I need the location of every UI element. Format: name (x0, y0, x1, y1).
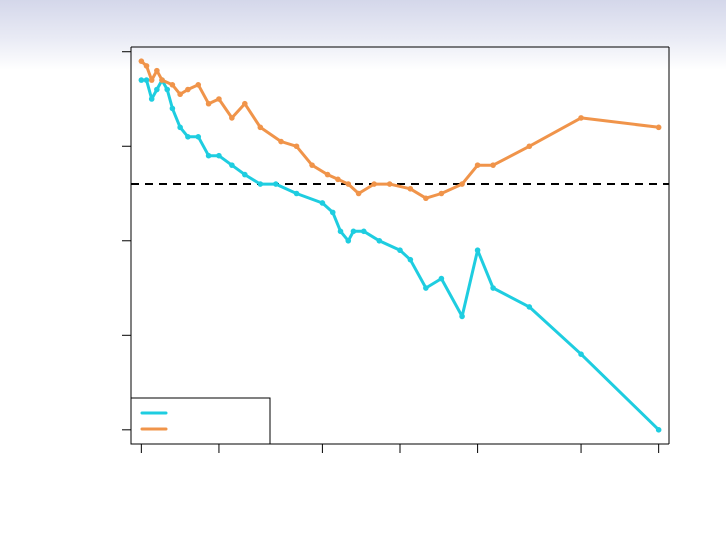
legend-box (130, 397, 271, 445)
data-point (423, 195, 429, 202)
data-point (490, 162, 496, 168)
data-point (273, 181, 279, 187)
data-point (578, 351, 584, 358)
data-point (438, 275, 445, 282)
data-point (397, 247, 403, 254)
data-point (177, 91, 183, 98)
data-point (242, 100, 248, 107)
series-1 (138, 77, 662, 433)
data-point (474, 162, 481, 168)
series-2-line (139, 59, 661, 200)
data-point (185, 86, 191, 93)
data-point (164, 86, 171, 93)
data-point (257, 181, 264, 187)
data-point (438, 190, 445, 197)
data-point (242, 171, 248, 178)
data-point (138, 77, 145, 83)
data-point (345, 237, 352, 244)
data-point (407, 256, 414, 263)
data-point (216, 96, 222, 102)
data-point (169, 82, 176, 88)
data-point (154, 86, 160, 93)
data-point (376, 237, 383, 244)
series-1-line (139, 78, 661, 432)
data-point (148, 96, 155, 102)
data-point (355, 190, 362, 197)
data-point (185, 133, 191, 140)
data-point (350, 228, 357, 235)
data-point (423, 285, 429, 291)
data-point (293, 143, 300, 150)
data-point (293, 190, 300, 197)
series-layer (138, 58, 662, 433)
data-point (329, 209, 336, 216)
series-2 (138, 58, 662, 202)
legend (130, 397, 271, 445)
data-point (205, 152, 212, 159)
data-point (371, 181, 377, 187)
header-gradient-band (0, 0, 726, 70)
data-point (229, 115, 235, 121)
axes (122, 46, 670, 453)
data-point (278, 138, 284, 145)
data-point (148, 77, 155, 83)
data-point (407, 185, 414, 192)
data-point (229, 162, 235, 168)
data-point (526, 304, 533, 310)
data-point (159, 77, 165, 83)
data-point (360, 228, 367, 235)
data-point (195, 82, 202, 88)
data-point (335, 176, 341, 183)
y-ticks (122, 51, 131, 431)
data-point (154, 67, 160, 74)
data-point (474, 247, 481, 254)
legend-entries (140, 411, 168, 431)
data-point (324, 171, 331, 178)
data-point (337, 228, 344, 235)
x-ticks (140, 444, 660, 453)
data-point (459, 181, 465, 187)
data-point (386, 181, 393, 187)
data-point (345, 181, 352, 187)
data-point (319, 200, 326, 206)
data-point (526, 143, 533, 150)
data-point (169, 105, 176, 112)
data-point (143, 63, 150, 69)
data-point (205, 100, 212, 107)
data-point (655, 124, 662, 131)
data-point (143, 77, 150, 83)
data-point (195, 133, 202, 140)
data-point (216, 152, 222, 159)
data-point (138, 58, 145, 64)
data-point (578, 115, 584, 121)
data-point (459, 313, 465, 320)
data-point (309, 162, 315, 168)
data-point (655, 427, 662, 433)
data-point (490, 285, 496, 291)
data-point (177, 124, 183, 131)
data-point (257, 124, 264, 131)
